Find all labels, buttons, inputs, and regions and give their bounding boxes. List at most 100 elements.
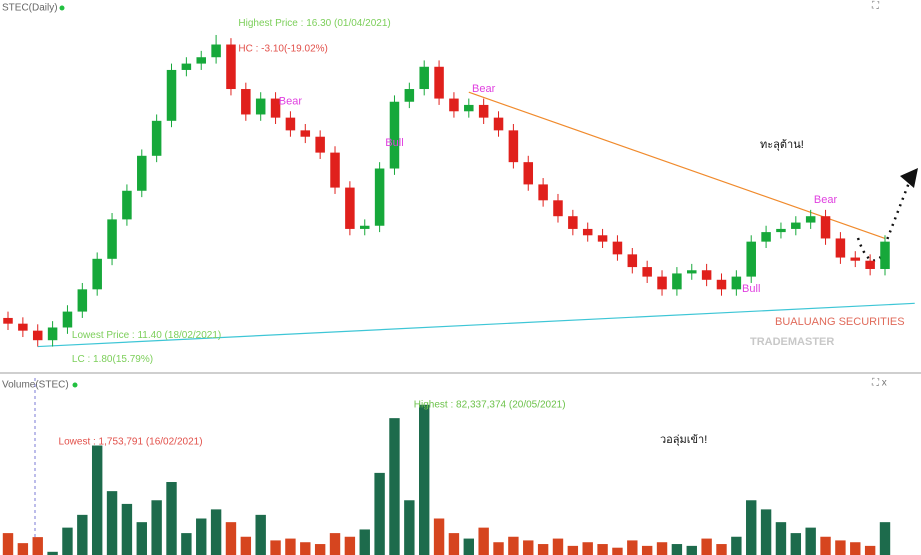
volume-bar (17, 543, 29, 555)
volume-bar (731, 536, 742, 555)
candle-body (285, 117, 296, 131)
volume-bar (359, 529, 370, 555)
candle-body (270, 98, 281, 118)
volume-bar (329, 533, 341, 555)
candle-body (865, 260, 875, 269)
volume-bar (864, 545, 876, 555)
candle-body (374, 168, 385, 226)
price-callout: ทะลุต้าน! (760, 139, 804, 151)
volume-bar (523, 540, 534, 555)
candle-body (419, 66, 429, 90)
logo-name: TRADEMASTER (750, 336, 834, 348)
candle-body (47, 327, 58, 341)
volume-bar (62, 527, 73, 555)
volume-bar (760, 509, 772, 555)
volume-bar (255, 514, 266, 555)
volume-bar (805, 527, 816, 555)
price-annotation: HC : -3.10(-19.02%) (238, 44, 327, 55)
maximize-icon[interactable]: ⛶ x (871, 378, 887, 389)
candle-body (151, 120, 162, 156)
logo: BUALUANG SECURITIES TRADEMASTER (750, 316, 905, 348)
candle-body (449, 98, 459, 112)
candle-body (315, 136, 325, 153)
volume-bar (374, 472, 385, 555)
volume-bar (627, 540, 638, 555)
candle-body (553, 200, 563, 217)
candle-body (627, 254, 638, 268)
volume-bar (240, 536, 252, 555)
candle-body (226, 44, 236, 90)
candle-body (791, 222, 801, 229)
volume-bar (433, 518, 445, 555)
volume-bar (716, 544, 727, 555)
volume-bar (270, 540, 281, 555)
candle-body (77, 289, 88, 312)
volume-bar (508, 536, 519, 555)
signal-label: Bear (814, 194, 838, 206)
candle-body (850, 257, 861, 261)
price-annotation: Highest Price : 16.30 (01/04/2021) (238, 18, 390, 29)
volume-bar (552, 538, 564, 555)
candle-body (434, 66, 444, 99)
volume-bar (91, 445, 103, 555)
volume-bar (210, 509, 222, 555)
candle-body (345, 187, 355, 229)
candle-body (478, 104, 489, 118)
volume-bar (300, 542, 311, 555)
volume-bar (879, 522, 891, 555)
volume-bar (671, 544, 683, 555)
volume-bar (820, 536, 831, 555)
candle-body (493, 117, 504, 131)
volume-bar (582, 542, 593, 555)
candle-body (523, 162, 534, 185)
candle-body (716, 279, 727, 290)
signal-label: Bear (279, 96, 303, 108)
volume-bar (225, 522, 237, 555)
volume-bar (404, 500, 415, 555)
candle-body (761, 232, 771, 242)
candle-body (746, 241, 756, 277)
volume-bar (106, 491, 118, 555)
candle-body (300, 130, 311, 137)
candle-body (568, 216, 578, 229)
candle-body (211, 44, 221, 58)
volume-annotation: Lowest : 1,753,791 (16/02/2021) (59, 437, 203, 448)
candle-body (820, 216, 831, 239)
price-annotation: Lowest Price : 11.40 (18/02/2021) (72, 330, 221, 341)
volume-bar (746, 500, 757, 555)
signal-label: Bear (472, 83, 496, 95)
volume-bar (166, 482, 177, 555)
status-dot (59, 5, 65, 11)
price-title: STEC(Daily) (2, 3, 58, 14)
volume-bar (448, 533, 460, 555)
volume-bar (701, 538, 712, 555)
candle-body (835, 238, 846, 258)
volume-bar (686, 545, 697, 555)
candle-body (582, 228, 593, 236)
signal-label: Bull (742, 283, 760, 295)
signal-label: Bull (385, 137, 403, 149)
volume-bar (850, 542, 861, 555)
candle-body (805, 216, 816, 223)
candle-body (508, 130, 519, 163)
volume-bar (196, 518, 207, 555)
volume-bar (656, 542, 668, 555)
candle-body (657, 276, 667, 290)
volume-bar (463, 538, 474, 555)
volume-bar (285, 538, 296, 555)
volume-bar (344, 536, 356, 555)
volume-bar (2, 533, 14, 555)
candle-body (464, 104, 474, 112)
logo-top: BUALUANG SECURITIES (775, 316, 905, 328)
volume-callout: วอลุ่มเข้า! (660, 434, 707, 446)
candle-body (122, 190, 132, 220)
candle-body (181, 63, 192, 70)
candle-body (731, 276, 742, 290)
breakout-arrow (856, 179, 912, 262)
candle-body (166, 69, 177, 121)
candle-body (538, 184, 548, 201)
maximize-icon[interactable]: ⛶ (871, 1, 880, 12)
volume-title: Volume(STEC) (2, 380, 69, 391)
status-dot (72, 382, 78, 388)
volume-bar (775, 522, 787, 555)
